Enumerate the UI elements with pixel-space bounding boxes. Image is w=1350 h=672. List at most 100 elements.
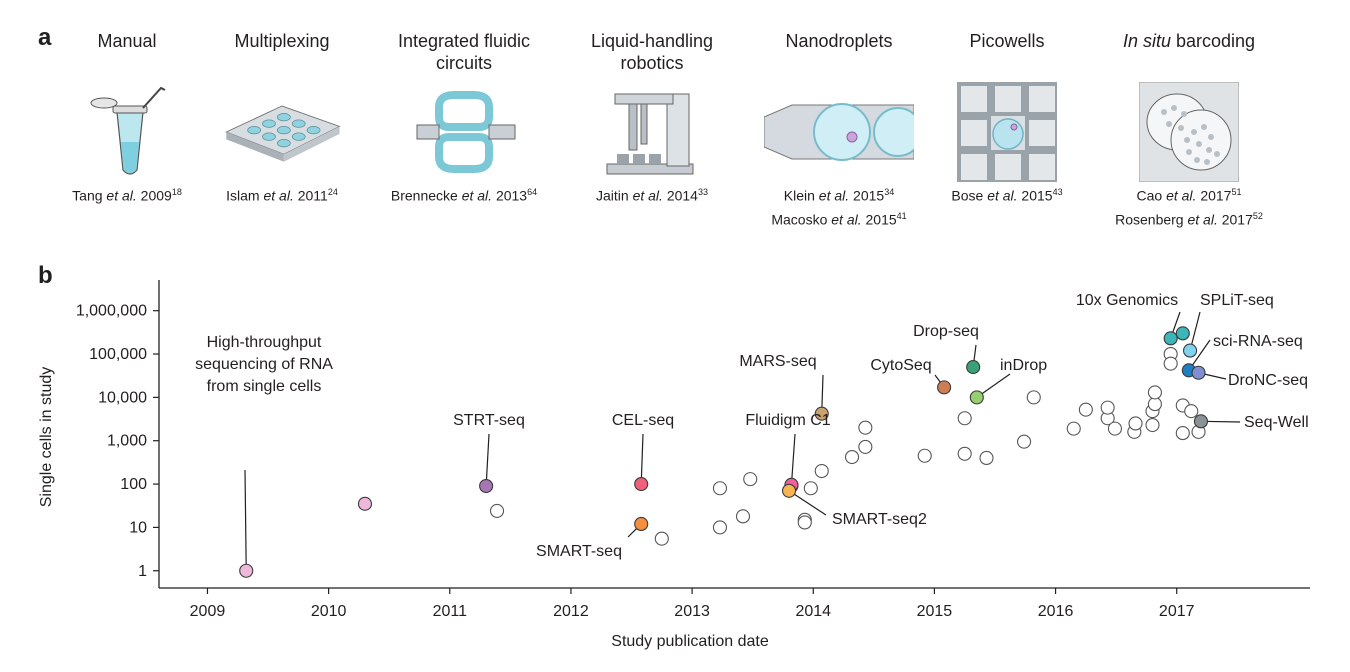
reference-number: 18	[171, 187, 182, 197]
reference-citation: Cao et al. 201751	[1084, 182, 1294, 206]
data-point	[858, 439, 873, 454]
data-point	[1147, 385, 1162, 400]
technology-title: Manual	[32, 30, 222, 76]
point-label: DroNC-seq	[1228, 372, 1308, 389]
point-label: SMART-seq2	[832, 511, 927, 528]
labeled-data-point	[357, 496, 373, 511]
technology-column: Nanodroplets Klein et al. 201534 Macosko e…	[744, 30, 934, 227]
data-point	[957, 411, 972, 426]
labeled-data-point	[634, 516, 649, 532]
technology-title: Nanodroplets	[744, 30, 934, 76]
y-tick-label: 100,000	[89, 346, 147, 363]
x-tick-label: 2012	[553, 603, 589, 620]
x-tick-label: 2013	[674, 603, 710, 620]
technology-title-text: Multiplexing	[234, 31, 330, 51]
technology-references: Jaitin et al. 201433	[547, 182, 757, 206]
point-label: MARS-seq	[739, 353, 816, 370]
technology-references: Brennecke et al. 201364	[359, 182, 569, 206]
technology-title-text: barcoding	[1170, 31, 1256, 51]
reference-citation: Islam et al. 201124	[177, 182, 387, 206]
technology-title: Multiplexing	[187, 30, 377, 76]
labeled-data-point	[1163, 331, 1178, 346]
reference-number: 51	[1231, 187, 1242, 197]
technology-title: Integrated fluidic circuits	[369, 30, 559, 76]
reference-year: 2017	[1196, 187, 1232, 204]
technology-title: Liquid-handling robotics	[557, 30, 747, 76]
point-label: SMART-seq	[536, 543, 622, 560]
reference-etal: et al.	[831, 211, 862, 228]
pcr-tube-pipette-icon	[52, 82, 202, 182]
technology-references: Islam et al. 201124	[177, 182, 387, 206]
technology-references: Tang et al. 200918	[22, 182, 232, 206]
labeled-data-point	[1193, 414, 1209, 429]
reference-citation: Macosko et al. 201541	[734, 206, 944, 230]
y-tick-label: 1,000,000	[76, 303, 147, 320]
reference-number: 41	[896, 210, 907, 221]
technology-title: In situ barcoding	[1094, 30, 1284, 76]
unlabeled-points	[489, 346, 1206, 546]
reference-number: 43	[1052, 187, 1063, 197]
point-label: CytoSeq	[870, 357, 931, 374]
reference-author: Islam	[226, 187, 264, 204]
reference-year: 2015	[849, 187, 885, 204]
x-tick-label: 2011	[433, 603, 468, 620]
label-leader-lines	[244, 311, 1241, 571]
data-point	[654, 531, 669, 546]
data-point	[712, 481, 728, 496]
reference-author: Macosko	[771, 211, 832, 228]
reference-author: Jaitin	[596, 187, 633, 204]
point-annotations: High-throughput sequencing of RNA from sin…	[195, 292, 1309, 560]
point-label: STRT-seq	[453, 412, 525, 429]
leader-line	[788, 490, 827, 516]
technology-title-text: Integrated fluidic circuits	[397, 31, 531, 73]
reference-year: 2011	[293, 187, 328, 204]
data-point	[1147, 397, 1162, 412]
data-point	[1107, 421, 1122, 436]
point-label: 10x Genomics	[1076, 292, 1178, 309]
reference-year: 2013	[492, 187, 528, 204]
reference-etal: et al.	[632, 187, 663, 204]
y-tick-label: 100	[120, 476, 147, 493]
x-tick-label: 2015	[917, 603, 953, 620]
data-point	[712, 520, 728, 535]
labeled-data-point	[1175, 326, 1190, 341]
data-point	[735, 509, 751, 524]
data-point	[917, 448, 932, 463]
point-label: Fluidigm C1	[745, 412, 830, 429]
reference-author: Klein	[783, 187, 819, 204]
technology-references: Cao et al. 201751 Rosenberg et al. 201752	[1084, 182, 1294, 229]
technology-title-text: Manual	[97, 31, 157, 51]
liquid-handling-robot-icon	[577, 82, 727, 182]
data-point	[1145, 417, 1160, 433]
reference-etal: et al.	[1187, 211, 1218, 228]
labeled-data-point	[1183, 343, 1198, 358]
technology-references: Klein et al. 201534 Macosko et al. 201541	[734, 182, 944, 229]
technology-column: In situ barcoding Cao et al. 201751 Rosenb…	[1094, 30, 1284, 227]
technology-references: Bose et al. 201543	[902, 182, 1112, 206]
reference-citation: Brennecke et al. 201364	[359, 182, 569, 206]
point-label-line: High-throughput	[207, 334, 322, 351]
multiline-annotation: High-throughput sequencing of RNA from sin…	[195, 334, 333, 395]
technology-column: Multiplexing Islam et al. 201124	[187, 30, 377, 204]
reference-year: 2017	[1217, 211, 1253, 228]
data-point	[858, 420, 873, 435]
reference-citation: Klein et al. 201534	[734, 182, 944, 206]
data-point	[957, 446, 972, 461]
labeled-data-point	[969, 390, 984, 405]
reference-number: 34	[884, 187, 895, 197]
reference-etal: et al.	[263, 187, 294, 204]
data-point	[1078, 402, 1093, 417]
y-tick-label: 1	[138, 563, 147, 580]
labeled-data-point	[966, 360, 981, 375]
reference-year: 2015	[1017, 187, 1053, 204]
x-tick-label: 2017	[1159, 603, 1195, 620]
x-axis-title: Study publication date	[611, 633, 769, 650]
technology-title: Picowells	[912, 30, 1102, 76]
reference-etal: et al.	[987, 187, 1018, 204]
scatter-chart: 1 10 100 1,000 10,000 100,000 1,000,000 2009 201…	[38, 280, 1310, 650]
reference-etal: et al.	[1166, 187, 1197, 204]
reference-number: 24	[327, 187, 338, 197]
reference-citation: Jaitin et al. 201433	[547, 182, 757, 206]
technology-column: Liquid-handling robotics Jaitin et al. 20…	[557, 30, 747, 204]
reference-year: 2014	[662, 187, 698, 204]
